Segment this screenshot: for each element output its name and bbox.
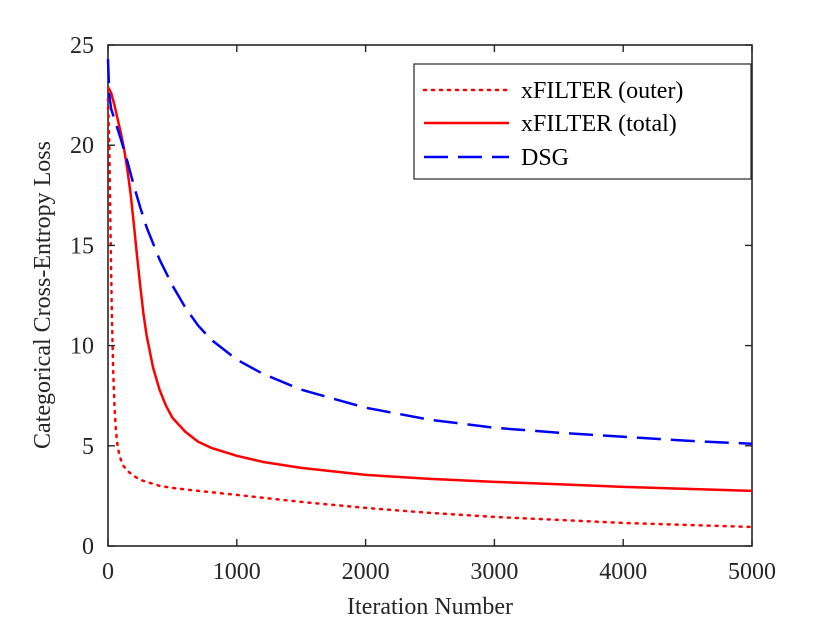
- x-axis-label: Iteration Number: [347, 594, 513, 620]
- tick-layer: 0 1000 2000 3000 4000 5000 0 5 10 15 20 25: [70, 33, 776, 585]
- series-line-xfilter-outer: [106, 97, 754, 529]
- y-tick-label: 15: [70, 233, 94, 259]
- x-tick-label: 2000: [342, 559, 390, 585]
- series-line-dsg: [106, 58, 753, 446]
- x-tick-label: 1000: [213, 559, 261, 585]
- x-tick-label: 4000: [599, 559, 647, 585]
- legend-label-xfilter-outer: xFILTER (outer): [521, 78, 683, 104]
- y-tick-label: 20: [70, 133, 94, 159]
- x-tick-label: 0: [102, 559, 114, 585]
- series-layer: [106, 58, 754, 529]
- x-tick-label: 5000: [728, 559, 776, 585]
- legend: xFILTER (outer) xFILTER (total) DSG: [413, 63, 752, 180]
- y-tick-label: 25: [70, 33, 94, 59]
- legend-label-xfilter-total: xFILTER (total): [521, 111, 677, 137]
- x-tick-label: 3000: [470, 559, 518, 585]
- legend-box: [413, 63, 752, 180]
- legend-label-dsg: DSG: [521, 145, 569, 171]
- y-axis-label: Categorical Cross-Entropy Loss: [30, 141, 56, 449]
- y-tick-label: 5: [82, 434, 94, 460]
- y-tick-label: 10: [70, 334, 94, 360]
- y-tick-label: 0: [82, 534, 94, 560]
